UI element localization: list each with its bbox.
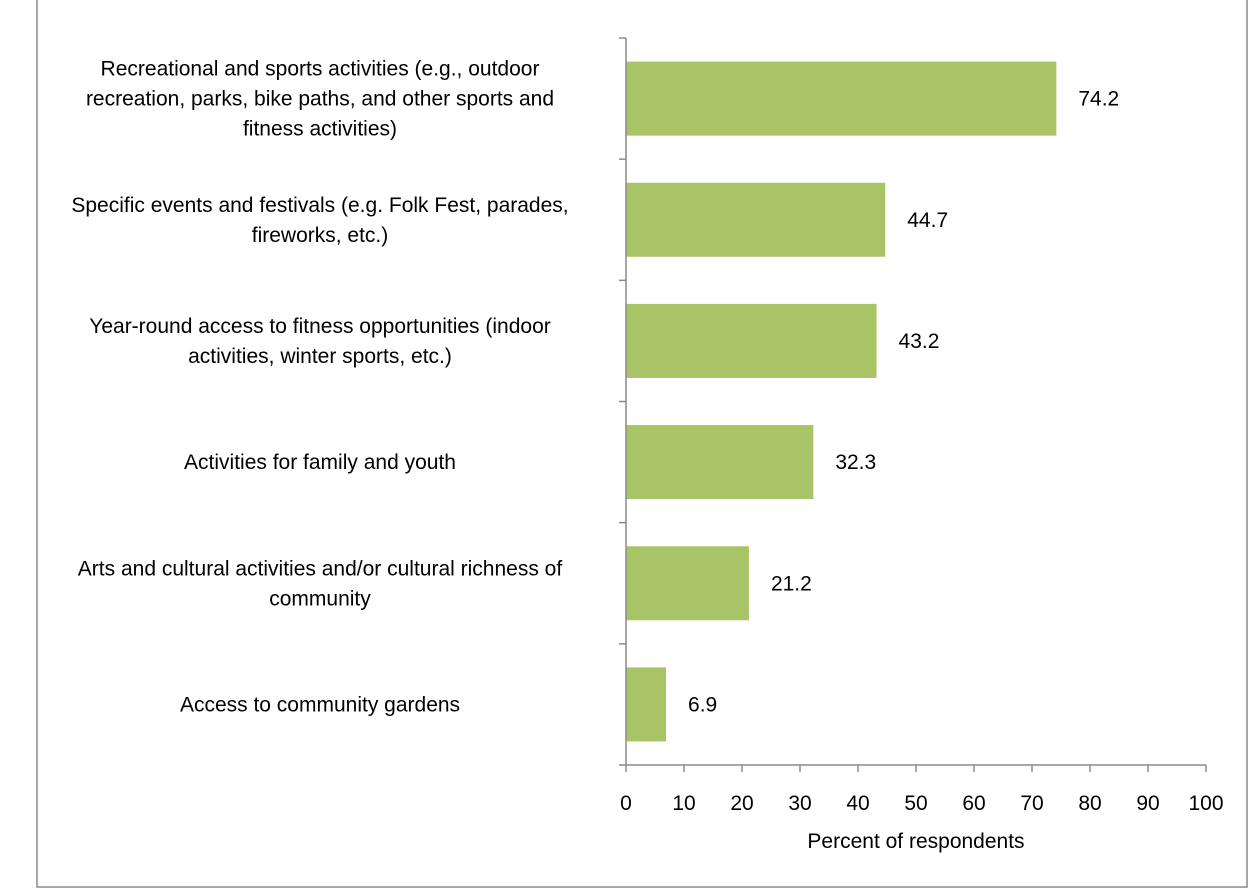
x-tick-label-10: 100	[1188, 792, 1223, 815]
bar-2	[626, 303, 877, 378]
x-tick-label-1: 10	[672, 792, 695, 815]
bar-3	[626, 425, 814, 500]
category-label-1-line-0: Specific events and festivals (e.g. Folk…	[71, 194, 568, 217]
axes-layer: 0 10 20 30 40 50 60 70 80 90 100	[619, 37, 1224, 815]
data-label-4: 21.2	[771, 572, 812, 595]
x-axis-title: Percent of respondents	[807, 830, 1024, 853]
data-label-5: 6.9	[688, 693, 717, 716]
category-label-1-line-1: fireworks, etc.)	[252, 224, 389, 247]
data-label-0: 74.2	[1078, 88, 1119, 111]
x-tick-label-5: 50	[904, 792, 927, 815]
category-label-2-line-0: Year-round access to fitness opportuniti…	[89, 315, 551, 338]
x-tick-label-8: 80	[1078, 792, 1101, 815]
bar-0	[626, 61, 1057, 136]
category-label-5: Access to community gardens	[180, 693, 460, 716]
data-label-3: 32.3	[835, 451, 876, 474]
bar-5	[626, 667, 667, 742]
category-label-5-line-0: Access to community gardens	[180, 693, 460, 716]
category-label-4-line-0: Arts and cultural activities and/or cult…	[78, 557, 563, 580]
category-label-3-line-0: Activities for family and youth	[184, 451, 456, 474]
category-label-0-line-1: recreation, parks, bike paths, and other…	[86, 88, 554, 111]
data-label-1: 44.7	[907, 209, 948, 232]
category-label-4-line-1: community	[269, 587, 371, 610]
x-tick-label-9: 90	[1136, 792, 1159, 815]
data-label-2: 43.2	[899, 330, 940, 353]
bar-4	[626, 546, 749, 621]
category-label-0-line-0: Recreational and sports activities (e.g.…	[101, 58, 540, 81]
x-tick-label-0: 0	[620, 792, 632, 815]
category-label-4: Arts and cultural activities and/or cult…	[78, 557, 563, 610]
bars-layer: 74.2 44.7 43.2 32.3 21.2 6.9	[626, 61, 1119, 742]
x-tick-label-4: 40	[846, 792, 869, 815]
x-tick-label-6: 60	[962, 792, 985, 815]
category-labels-layer: Recreational and sports activities (e.g.…	[71, 58, 568, 717]
bar-1	[626, 182, 886, 257]
category-label-2-line-1: activities, winter sports, etc.)	[188, 345, 452, 368]
x-tick-label-2: 20	[730, 792, 753, 815]
category-label-1: Specific events and festivals (e.g. Folk…	[71, 194, 568, 247]
category-label-0-line-2: fitness activities)	[243, 118, 397, 141]
category-label-2: Year-round access to fitness opportuniti…	[89, 315, 551, 368]
category-label-0: Recreational and sports activities (e.g.…	[86, 58, 554, 141]
x-tick-label-3: 30	[788, 792, 811, 815]
x-tick-label-7: 70	[1020, 792, 1043, 815]
category-label-3: Activities for family and youth	[184, 451, 456, 474]
